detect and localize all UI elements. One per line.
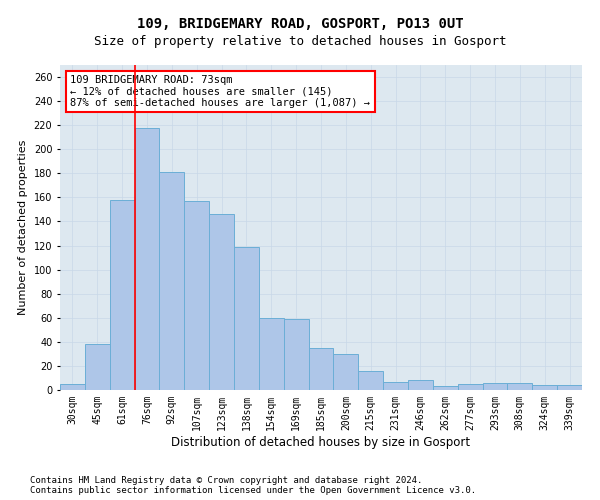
Bar xyxy=(458,384,482,390)
Bar xyxy=(85,344,110,390)
Bar xyxy=(557,385,582,390)
Bar xyxy=(383,382,408,390)
Bar xyxy=(160,172,184,390)
Y-axis label: Number of detached properties: Number of detached properties xyxy=(18,140,28,315)
X-axis label: Distribution of detached houses by size in Gosport: Distribution of detached houses by size … xyxy=(172,436,470,448)
Text: Contains HM Land Registry data © Crown copyright and database right 2024.: Contains HM Land Registry data © Crown c… xyxy=(30,476,422,485)
Bar xyxy=(532,385,557,390)
Bar xyxy=(334,354,358,390)
Bar xyxy=(284,319,308,390)
Bar xyxy=(433,386,458,390)
Bar xyxy=(308,348,334,390)
Bar xyxy=(209,214,234,390)
Bar xyxy=(508,383,532,390)
Bar xyxy=(358,370,383,390)
Text: 109 BRIDGEMARY ROAD: 73sqm
← 12% of detached houses are smaller (145)
87% of sem: 109 BRIDGEMARY ROAD: 73sqm ← 12% of deta… xyxy=(70,74,370,108)
Text: Size of property relative to detached houses in Gosport: Size of property relative to detached ho… xyxy=(94,35,506,48)
Bar xyxy=(408,380,433,390)
Bar xyxy=(234,247,259,390)
Text: 109, BRIDGEMARY ROAD, GOSPORT, PO13 0UT: 109, BRIDGEMARY ROAD, GOSPORT, PO13 0UT xyxy=(137,18,463,32)
Bar xyxy=(259,318,284,390)
Text: Contains public sector information licensed under the Open Government Licence v3: Contains public sector information licen… xyxy=(30,486,476,495)
Bar xyxy=(110,200,134,390)
Bar xyxy=(482,383,508,390)
Bar xyxy=(60,384,85,390)
Bar xyxy=(184,201,209,390)
Bar xyxy=(134,128,160,390)
